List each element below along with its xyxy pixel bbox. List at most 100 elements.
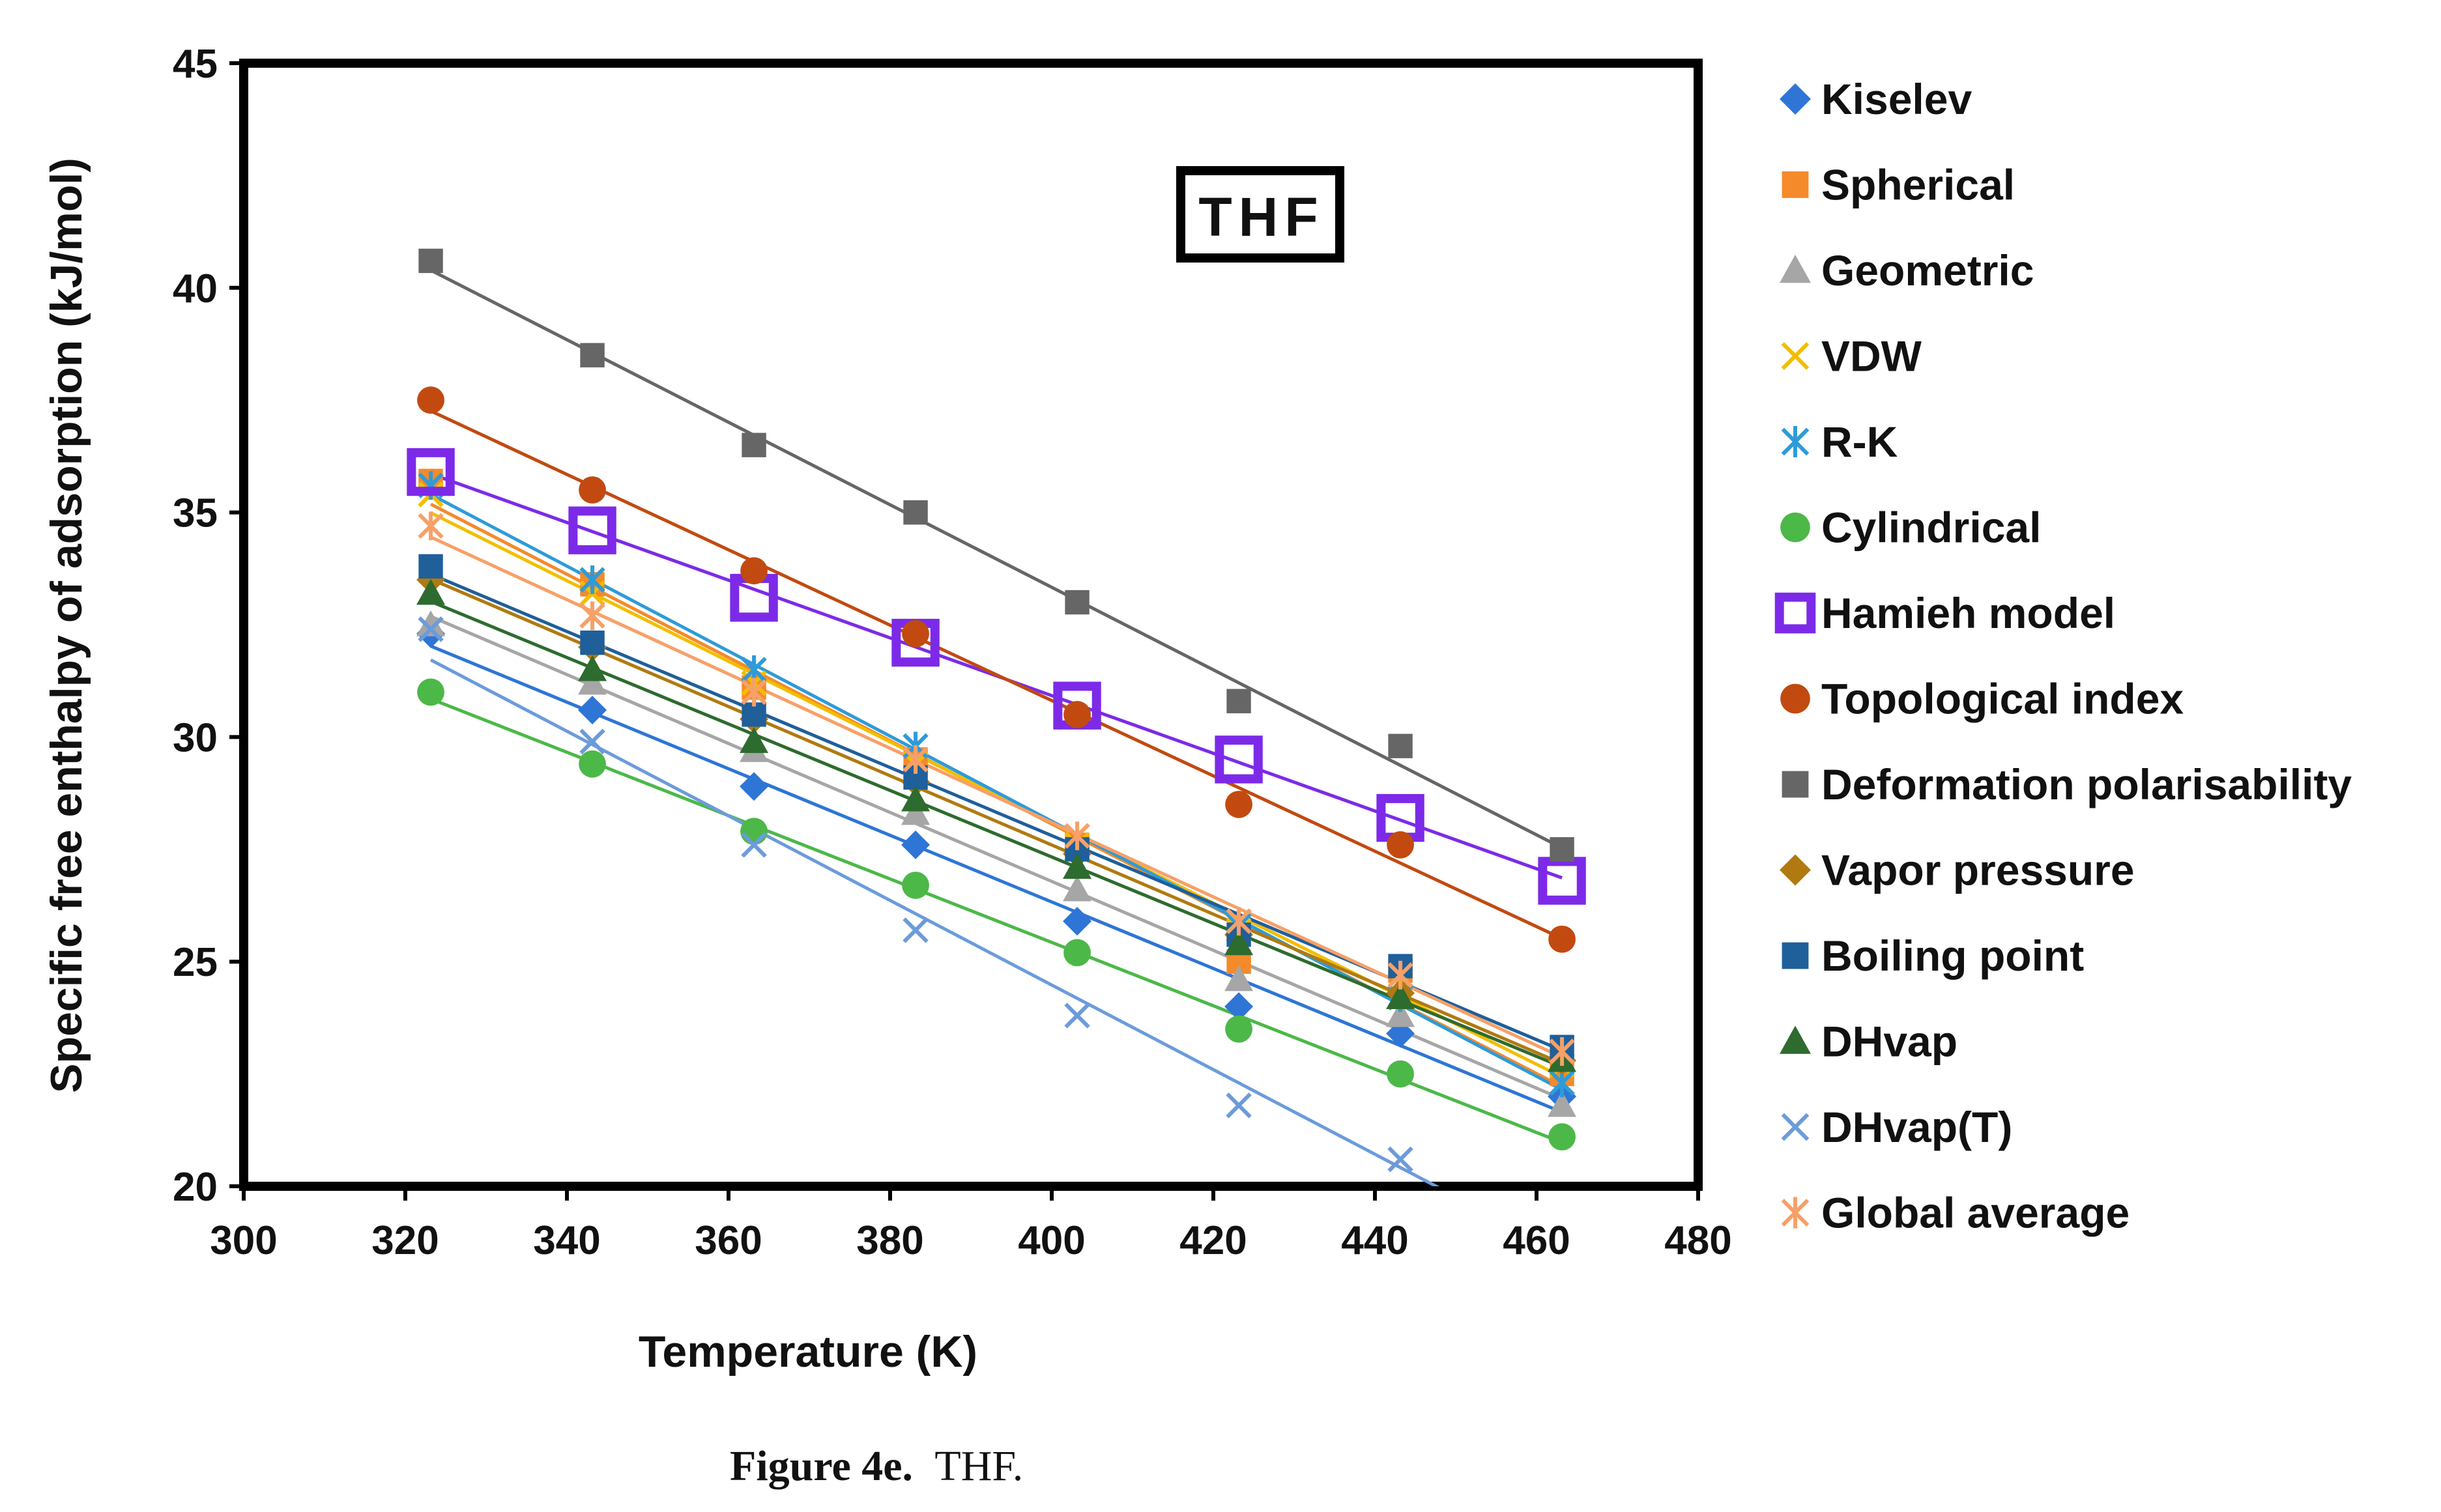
point-cylindrical xyxy=(579,750,606,778)
point-kiselev xyxy=(578,696,607,725)
point-global-average xyxy=(1064,821,1090,851)
point-cylindrical xyxy=(1225,1015,1252,1043)
point-topological-index xyxy=(579,476,606,504)
point-dhvap xyxy=(1224,929,1254,956)
figure-caption-text: THF. xyxy=(934,1442,1023,1490)
legend-label: Hamieh model xyxy=(1821,589,2115,637)
x-tick-label: 420 xyxy=(1179,1218,1247,1263)
trendline-topological-index xyxy=(430,409,1563,940)
legend-marker-cylindrical xyxy=(1780,512,1810,543)
legend-label: DHvap xyxy=(1821,1018,1957,1066)
point-cylindrical xyxy=(740,818,768,846)
legend-item-deformation-polarisability: Deformation polarisability xyxy=(1782,760,2352,808)
trendline-kiselev xyxy=(430,644,1563,1114)
legend-label: Topological index xyxy=(1821,675,2184,723)
trendline-geometric xyxy=(430,615,1563,1101)
point-topological-index xyxy=(1063,701,1091,728)
legend-label: R-K xyxy=(1821,418,1898,466)
legend-marker-hamieh-model xyxy=(1774,592,1816,634)
y-tick-label: 40 xyxy=(173,266,218,311)
point-global-average xyxy=(1549,1037,1575,1066)
point-dhvap xyxy=(416,578,446,605)
point-global-average xyxy=(741,678,767,707)
point-geometric xyxy=(578,668,607,695)
legend-marker-spherical xyxy=(1782,171,1809,198)
legend-label: Kiselev xyxy=(1821,75,1972,123)
legend-marker-r-k xyxy=(1781,426,1810,457)
point-global-average xyxy=(903,745,929,774)
point-r-k xyxy=(579,565,605,595)
point-geometric xyxy=(1224,965,1254,991)
x-tick-label: 480 xyxy=(1664,1218,1731,1263)
legend-item-boiling-point: Boiling point xyxy=(1782,932,2084,980)
point-topological-index xyxy=(1225,790,1252,818)
point-geometric xyxy=(1548,1091,1577,1117)
point-deformation-polarisability xyxy=(903,500,928,525)
trendline-global-average xyxy=(430,535,1563,1059)
point-dhvap-t- xyxy=(1387,1146,1413,1173)
point-dhvap-t- xyxy=(579,728,605,755)
y-tick-label: 35 xyxy=(173,491,218,536)
point-global-average xyxy=(1226,907,1252,936)
legend-marker-dhvap xyxy=(1780,1025,1811,1054)
point-global-average xyxy=(1387,960,1413,990)
trendline-dhvap-t- xyxy=(429,658,1440,1186)
point-dhvap-t- xyxy=(418,616,444,642)
point-cylindrical xyxy=(417,678,444,706)
point-cylindrical xyxy=(902,872,929,899)
point-geometric xyxy=(416,610,446,636)
point-deformation-polarisability xyxy=(1226,689,1251,713)
legend-marker-geometric xyxy=(1780,255,1811,283)
point-dhvap-t- xyxy=(1226,1092,1252,1119)
y-axis-ticks: 20 25 30 35 40 45 xyxy=(173,42,244,1210)
trendlines xyxy=(429,268,1563,1186)
point-deformation-polarisability xyxy=(742,433,766,457)
legend-label: Deformation polarisability xyxy=(1821,760,2352,808)
legend-label: Geometric xyxy=(1821,246,2034,294)
legend-item-kiselev: Kiselev xyxy=(1780,75,1972,123)
point-deformation-polarisability xyxy=(1550,837,1574,862)
point-dhvap xyxy=(901,785,931,812)
legend-label: Boiling point xyxy=(1821,932,2084,980)
point-dhvap xyxy=(1063,853,1092,879)
point-topological-index xyxy=(902,620,929,648)
legend-item-r-k: R-K xyxy=(1781,418,1898,466)
x-tick-label: 460 xyxy=(1503,1218,1570,1263)
point-global-average xyxy=(418,511,444,541)
y-tick-label: 25 xyxy=(173,940,218,985)
legend-item-geometric: Geometric xyxy=(1780,246,2034,294)
data-points xyxy=(407,248,1586,1173)
point-topological-index xyxy=(740,557,768,585)
legend-item-dhvap: DHvap xyxy=(1780,1018,1957,1066)
x-tick-label: 340 xyxy=(533,1218,600,1263)
point-cylindrical xyxy=(1063,939,1091,967)
legend-marker-vapor-pressure xyxy=(1780,854,1811,886)
point-topological-index xyxy=(1387,831,1414,859)
x-tick-label: 400 xyxy=(1018,1218,1085,1263)
legend-item-hamieh-model: Hamieh model xyxy=(1774,589,2115,637)
x-tick-label: 300 xyxy=(210,1218,277,1263)
legend-item-dhvap-t-: DHvap(T) xyxy=(1781,1103,2012,1151)
point-topological-index xyxy=(417,386,444,414)
point-geometric xyxy=(901,799,931,825)
point-boiling-point xyxy=(418,554,443,579)
legend-item-vdw: VDW xyxy=(1781,332,1922,380)
point-deformation-polarisability xyxy=(418,248,443,274)
point-deformation-polarisability xyxy=(1065,590,1090,615)
point-hamieh-model xyxy=(568,506,616,554)
point-deformation-polarisability xyxy=(1388,734,1413,758)
legend-marker-global-average xyxy=(1781,1197,1810,1229)
point-cylindrical xyxy=(1548,1123,1576,1151)
x-axis-title: Temperature (K) xyxy=(639,1327,977,1376)
legend-label: Global average xyxy=(1821,1189,2130,1237)
x-tick-label: 440 xyxy=(1341,1218,1408,1263)
point-dhvap-t- xyxy=(903,917,929,943)
legend-marker-boiling-point xyxy=(1782,942,1809,969)
point-topological-index xyxy=(1548,925,1576,953)
legend-label: DHvap(T) xyxy=(1821,1103,2012,1151)
x-tick-label: 380 xyxy=(856,1218,923,1263)
point-geometric xyxy=(1386,1001,1415,1027)
chart-title: THF xyxy=(1198,186,1324,248)
point-cylindrical xyxy=(1387,1060,1414,1088)
